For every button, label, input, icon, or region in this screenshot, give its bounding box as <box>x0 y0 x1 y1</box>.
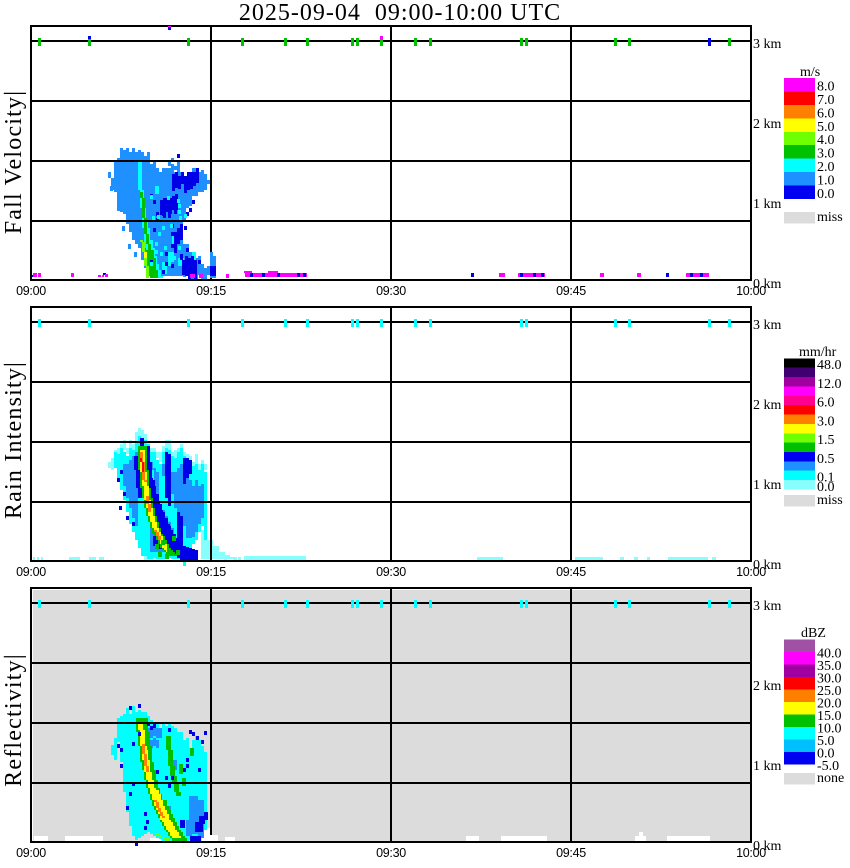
svg-text:3.0: 3.0 <box>817 147 835 162</box>
svg-text:09:00: 09:00 <box>16 846 46 860</box>
svg-text:Rain Intensity|: Rain Intensity| <box>1 361 27 519</box>
svg-text:09:45: 09:45 <box>556 284 586 298</box>
svg-text:09:30: 09:30 <box>376 565 406 579</box>
svg-text:3.0: 3.0 <box>817 414 835 429</box>
svg-text:10:00: 10:00 <box>736 565 766 579</box>
svg-text:25.0: 25.0 <box>817 684 842 699</box>
svg-text:none: none <box>817 771 844 786</box>
svg-text:20.0: 20.0 <box>817 696 842 711</box>
svg-text:09:15: 09:15 <box>196 565 226 579</box>
svg-text:m/s: m/s <box>800 65 820 80</box>
svg-text:0.0: 0.0 <box>817 746 835 761</box>
svg-text:3 km: 3 km <box>753 37 782 52</box>
svg-text:09:00: 09:00 <box>16 284 46 298</box>
svg-text:0.1: 0.1 <box>817 471 835 486</box>
svg-text:10:00: 10:00 <box>736 846 766 860</box>
svg-text:3 km: 3 km <box>753 318 782 333</box>
svg-text:2025-09-04 09:00-10:00 UTC: 2025-09-04 09:00-10:00 UTC <box>239 0 561 26</box>
svg-text:09:45: 09:45 <box>556 846 586 860</box>
svg-text:1 km: 1 km <box>753 478 782 493</box>
svg-text:30.0: 30.0 <box>817 671 842 686</box>
svg-text:6.0: 6.0 <box>817 396 835 411</box>
svg-text:09:00: 09:00 <box>16 565 46 579</box>
svg-text:0.0: 0.0 <box>817 480 835 495</box>
svg-text:3 km: 3 km <box>753 599 782 614</box>
svg-text:4.0: 4.0 <box>817 133 835 148</box>
svg-text:2 km: 2 km <box>753 117 782 132</box>
svg-text:09:45: 09:45 <box>556 565 586 579</box>
svg-text:1.5: 1.5 <box>817 433 835 448</box>
svg-text:09:30: 09:30 <box>376 284 406 298</box>
svg-text:0 km: 0 km <box>753 277 782 292</box>
svg-text:2 km: 2 km <box>753 398 782 413</box>
svg-text:mm/hr: mm/hr <box>799 345 837 360</box>
svg-text:1 km: 1 km <box>753 759 782 774</box>
svg-text:09:30: 09:30 <box>376 846 406 860</box>
svg-text:5.0: 5.0 <box>817 120 835 135</box>
svg-text:miss: miss <box>817 493 843 508</box>
svg-text:09:15: 09:15 <box>196 846 226 860</box>
svg-text:-5.0: -5.0 <box>817 759 839 774</box>
svg-text:7.0: 7.0 <box>817 93 835 108</box>
svg-text:2.0: 2.0 <box>817 160 835 175</box>
svg-text:40.0: 40.0 <box>817 646 842 661</box>
svg-text:0 km: 0 km <box>753 558 782 573</box>
svg-text:15.0: 15.0 <box>817 709 842 724</box>
svg-text:1 km: 1 km <box>753 197 782 212</box>
svg-text:2 km: 2 km <box>753 679 782 694</box>
svg-text:Fall Velocity|: Fall Velocity| <box>1 90 27 235</box>
svg-text:48.0: 48.0 <box>817 358 842 373</box>
svg-text:0 km: 0 km <box>753 839 782 854</box>
svg-text:8.0: 8.0 <box>817 79 835 94</box>
svg-text:1.0: 1.0 <box>817 174 835 189</box>
svg-text:Reflectivity|: Reflectivity| <box>1 653 27 787</box>
svg-text:0.5: 0.5 <box>817 452 835 467</box>
svg-text:10.0: 10.0 <box>817 721 842 736</box>
svg-text:dBZ: dBZ <box>801 626 826 641</box>
svg-text:5.0: 5.0 <box>817 734 835 749</box>
svg-text:10:00: 10:00 <box>736 284 766 298</box>
svg-text:miss: miss <box>817 210 843 225</box>
svg-text:09:15: 09:15 <box>196 284 226 298</box>
svg-text:0.0: 0.0 <box>817 187 835 202</box>
svg-text:6.0: 6.0 <box>817 106 835 121</box>
svg-text:12.0: 12.0 <box>817 377 842 392</box>
svg-text:35.0: 35.0 <box>817 659 842 674</box>
